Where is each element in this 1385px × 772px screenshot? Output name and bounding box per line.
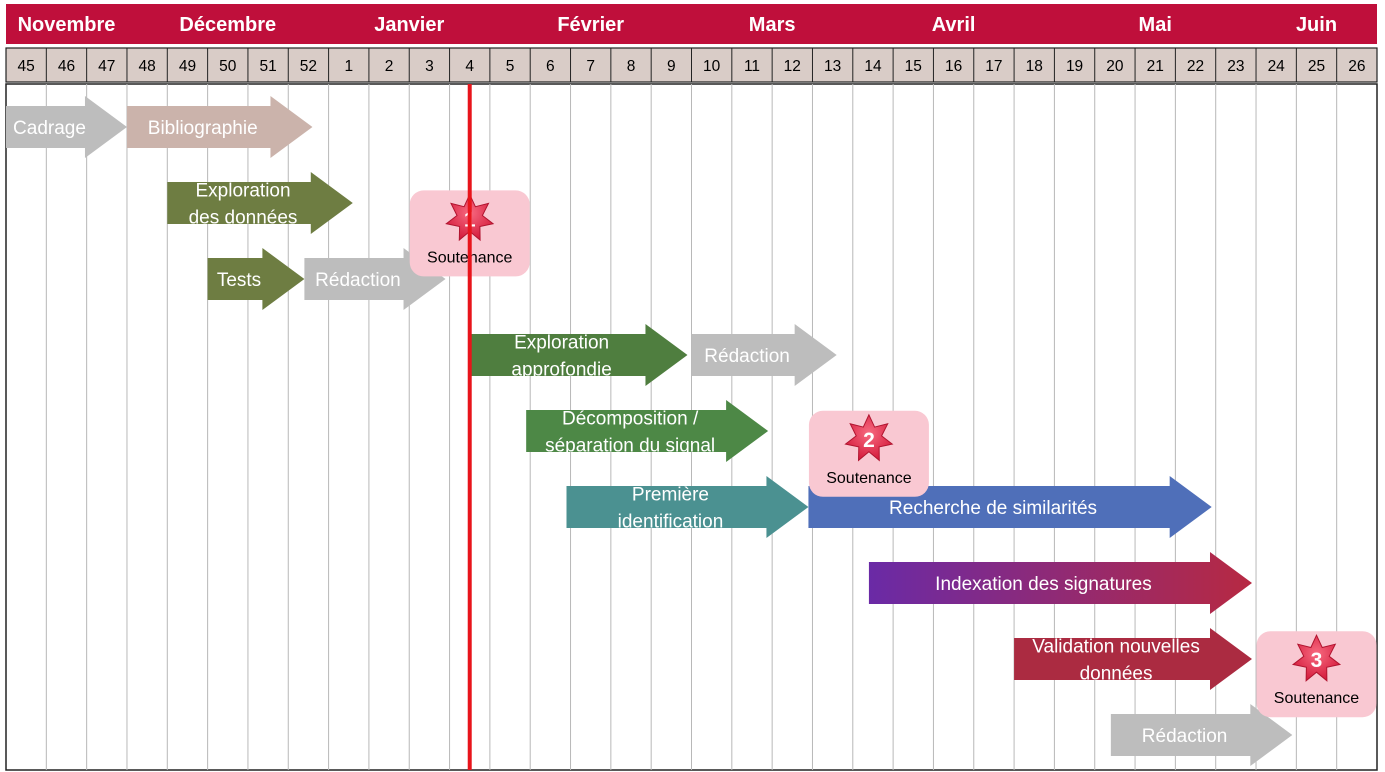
task-label-exploration-des-donn-es-0: Exploration (196, 181, 291, 202)
task-arrow-bibliographie (126, 96, 313, 158)
task-arrow-premi-re-identification (566, 476, 809, 538)
task-arrow-exploration-approfondie (469, 324, 688, 386)
week-label-8: 8 (627, 58, 636, 75)
month-label-6: Mai (1139, 14, 1172, 36)
task-label-exploration-des-donn-es-1: des données (189, 208, 298, 229)
week-label-46: 46 (58, 58, 75, 75)
task-exploration-approfondie: Exploration approfondie (469, 324, 688, 386)
task-arrow-exploration-des-donn-es (167, 172, 353, 234)
task-arrow-tests (207, 248, 305, 310)
month-label-2: Janvier (374, 14, 444, 36)
week-label-51: 51 (259, 58, 276, 75)
milestone-2: 2 Soutenance (808, 410, 929, 497)
task-tests: Tests (207, 248, 305, 310)
timeline-header: Novembre Décembre Janvier Février Mars Avril M… (5, 4, 1378, 83)
month-label-4: Mars (749, 14, 796, 36)
week-label-4: 4 (465, 58, 474, 75)
week-label-24: 24 (1268, 58, 1286, 75)
week-label-11: 11 (744, 58, 760, 75)
task-validation-nouvelles-donn-es: Validation nouvelles données (1014, 628, 1252, 690)
week-label-22: 22 (1187, 58, 1204, 75)
week-label-21: 21 (1147, 58, 1164, 75)
task-premi-re-identification: Première identification (566, 476, 809, 538)
task-r-daction: Rédaction (1110, 704, 1293, 766)
task-label-d-composition-s-paration-du-signal-1: séparation du signal (545, 436, 715, 457)
week-label-2: 2 (385, 58, 394, 75)
star-icon (1291, 634, 1342, 682)
task-r-daction: Rédaction (691, 324, 837, 386)
week-label-1: 1 (344, 58, 353, 75)
task-arrow-r-daction (691, 324, 837, 386)
week-label-10: 10 (703, 58, 721, 75)
task-label-validation-nouvelles-donn-es-1: données (1080, 664, 1153, 685)
month-label-1: Décembre (179, 14, 276, 36)
month-header-band (6, 4, 1377, 44)
week-label-49: 49 (179, 58, 196, 75)
task-label-bibliographie-0: Bibliographie (148, 118, 258, 139)
week-label-23: 23 (1227, 58, 1244, 75)
milestone-box-2 (808, 410, 929, 497)
task-arrow-indexation-des-signatures (868, 552, 1252, 614)
week-label-5: 5 (506, 58, 515, 75)
week-label-48: 48 (139, 58, 156, 75)
star-icon (844, 413, 894, 462)
task-label-recherche-de-similarit-s-0: Recherche de similarités (889, 498, 1097, 519)
week-label-12: 12 (784, 58, 801, 75)
task-arrow-r-daction (1110, 704, 1293, 766)
week-label-18: 18 (1026, 58, 1043, 75)
task-label-r-daction-0: Rédaction (704, 346, 790, 367)
task-label-cadrage-0: Cadrage (13, 118, 86, 139)
week-label-26: 26 (1348, 58, 1365, 75)
week-label-13: 13 (824, 58, 841, 75)
week-label-14: 14 (864, 58, 882, 75)
week-label-16: 16 (945, 58, 962, 75)
month-label-5: Avril (932, 14, 976, 36)
task-bibliographie: Bibliographie (126, 96, 313, 158)
task-label-r-daction-0: Rédaction (315, 270, 401, 291)
week-label-47: 47 (98, 58, 115, 75)
week-label-50: 50 (219, 58, 237, 75)
week-label-45: 45 (18, 58, 35, 75)
task-indexation-des-signatures: Indexation des signatures (868, 552, 1252, 614)
task-label-tests-0: Tests (217, 270, 261, 291)
task-arrows: Cadrage Bibliographie Exploration des donné… (6, 96, 1293, 766)
month-label-7: Juin (1296, 14, 1337, 36)
milestone-number-3: 3 (1311, 649, 1323, 672)
week-label-6: 6 (546, 58, 555, 75)
task-cadrage: Cadrage (6, 96, 127, 158)
milestones: 1Soutenance2Soutenance3Soutenance (409, 190, 1377, 718)
month-label-3: Février (557, 14, 624, 36)
milestone-3: 3 Soutenance (1256, 631, 1377, 718)
task-arrow-d-composition-s-paration-du-signal (526, 400, 769, 462)
week-label-3: 3 (425, 58, 434, 75)
month-label-0: Novembre (18, 14, 116, 36)
task-label-exploration-approfondie-0: Exploration (514, 333, 609, 354)
task-label-indexation-des-signatures-0: Indexation des signatures (935, 574, 1152, 595)
week-label-9: 9 (667, 58, 676, 75)
task-label-premi-re-identification-1: identification (618, 512, 724, 533)
task-label-d-composition-s-paration-du-signal-0: Décomposition / (562, 409, 699, 430)
milestone-number-2: 2 (863, 429, 875, 452)
week-label-52: 52 (300, 58, 317, 75)
task-arrow-cadrage (6, 96, 127, 158)
task-exploration-des-donn-es: Exploration des données (167, 172, 353, 234)
task-label-validation-nouvelles-donn-es-0: Validation nouvelles (1032, 637, 1200, 658)
task-label-exploration-approfondie-1: approfondie (511, 360, 611, 381)
task-label-r-daction-0: Rédaction (1142, 726, 1228, 747)
milestone-box-3 (1256, 631, 1377, 718)
week-label-15: 15 (905, 58, 922, 75)
task-label-premi-re-identification-0: Première (632, 485, 709, 506)
task-arrow-validation-nouvelles-donn-es (1014, 628, 1252, 690)
task-d-composition-s-paration-du-signal: Décomposition / séparation du signal (526, 400, 769, 462)
week-label-7: 7 (586, 58, 595, 75)
week-label-19: 19 (1066, 58, 1083, 75)
milestone-label-2: Soutenance (826, 470, 912, 487)
week-label-20: 20 (1106, 58, 1124, 75)
week-label-25: 25 (1308, 58, 1325, 75)
milestone-label-3: Soutenance (1274, 690, 1360, 707)
week-label-17: 17 (985, 58, 1002, 75)
